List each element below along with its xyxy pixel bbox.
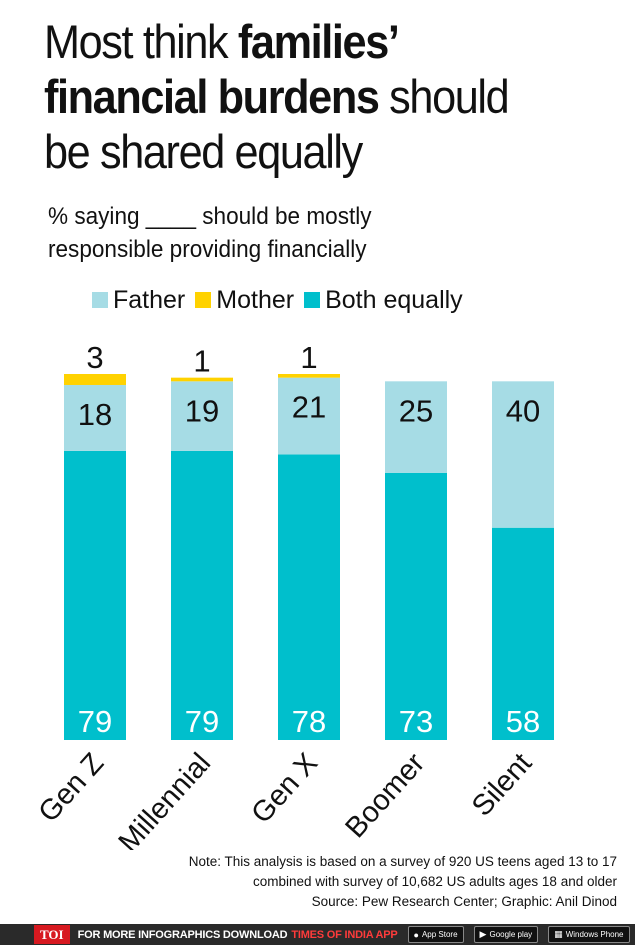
bar-both-gen-z [64, 450, 126, 740]
legend: Father Mother Both equally [92, 283, 473, 317]
category-label-boomer: Boomer [339, 747, 431, 844]
windows-phone-badge[interactable]: ▦ Windows Phone [548, 926, 630, 943]
bar-both-millennial [171, 450, 233, 740]
legend-swatch-father [92, 292, 108, 308]
legend-label-both: Both equally [325, 285, 463, 314]
footer-text: FOR MORE INFOGRAPHICS DOWNLOAD [77, 928, 288, 941]
label-father-boomer: 25 [399, 393, 433, 428]
label-both-boomer: 73 [399, 704, 433, 739]
chart-subtitle: % saying ____ should be mostly responsib… [48, 200, 574, 266]
label-father-gen-z: 18 [78, 397, 112, 432]
title-bold1: families’ [237, 15, 400, 68]
windows-icon: ▦ [554, 929, 563, 939]
google-play-label: Google play [489, 930, 533, 939]
title-part2: should [378, 70, 510, 123]
subtitle-line1: % saying ____ should be mostly [48, 203, 372, 230]
legend-swatch-both [304, 292, 321, 308]
play-icon: ▶ [479, 929, 487, 939]
label-both-gen-z: 79 [78, 704, 112, 739]
label-mother-gen-x: 1 [300, 340, 317, 375]
label-both-millennial: 79 [185, 704, 219, 739]
toi-logo[interactable]: TOI [34, 925, 70, 944]
label-both-gen-x: 78 [292, 704, 326, 739]
category-label-silent: Silent [466, 747, 538, 822]
bar-mother-gen-z [64, 374, 126, 385]
title-part1: Most think [44, 15, 238, 68]
category-label-gen-x: Gen X [245, 747, 324, 830]
bar-father-boomer [385, 381, 447, 473]
label-both-silent: 58 [506, 704, 540, 739]
legend-label-mother: Mother [216, 285, 295, 314]
bar-father-gen-x [278, 377, 340, 455]
google-play-badge[interactable]: ▶ Google play [473, 926, 539, 943]
apple-icon: ● [413, 929, 419, 940]
bar-both-boomer [385, 472, 447, 740]
bar-father-silent [492, 381, 554, 528]
category-label-gen-z: Gen Z [32, 747, 110, 828]
bar-father-gen-z [64, 384, 126, 451]
footer-bar: TOI FOR MORE INFOGRAPHICS DOWNLOAD TIMES… [0, 924, 635, 945]
footer-brand[interactable]: TIMES OF INDIA APP [291, 928, 398, 941]
label-father-gen-x: 21 [292, 390, 326, 425]
bar-mother-gen-x [278, 374, 340, 378]
legend-item-both: Both equally [304, 286, 463, 315]
subtitle-line2: responsible providing financially [48, 236, 367, 263]
legend-swatch-mother [195, 292, 212, 308]
note-line1: Note: This analysis is based on a survey… [188, 854, 617, 869]
app-store-badge[interactable]: ● App Store [407, 926, 464, 943]
label-mother-gen-z: 3 [86, 340, 103, 375]
app-store-label: App Store [421, 930, 458, 939]
windows-phone-label: Windows Phone [565, 930, 624, 939]
category-label-millennial: Millennial [113, 747, 218, 850]
notes: Note: This analysis is based on a survey… [189, 852, 617, 912]
bar-mother-millennial [171, 377, 233, 382]
legend-item-mother: Mother [195, 286, 294, 315]
bar-both-silent [492, 527, 554, 740]
label-father-silent: 40 [506, 393, 540, 428]
label-mother-millennial: 1 [193, 344, 210, 379]
title-part3: be shared equally [44, 125, 363, 178]
legend-item-father: Father [92, 286, 185, 315]
legend-label-father: Father [113, 285, 186, 314]
note-line2: combined with survey of 10,682 US adults… [253, 874, 617, 889]
bar-father-millennial [171, 381, 233, 451]
title-bold2: financial burdens [44, 70, 380, 123]
stacked-bar-chart: 79 18 3 Gen Z 79 19 1 Millennial 78 21 1 Gen X 73 25 B… [32, 340, 554, 850]
source-line: Source: Pew Research Center; Graphic: An… [311, 894, 617, 909]
bar-both-gen-x [278, 454, 340, 740]
label-father-millennial: 19 [185, 393, 219, 428]
chart-title: Most think families’ financial burdens s… [44, 14, 578, 179]
